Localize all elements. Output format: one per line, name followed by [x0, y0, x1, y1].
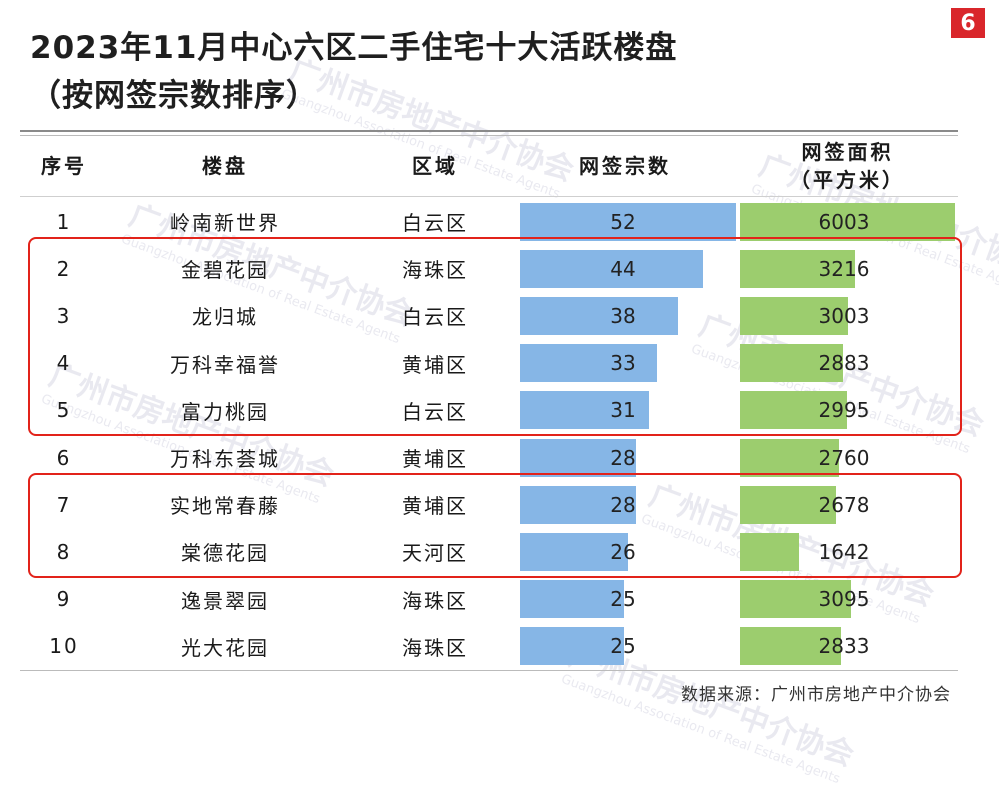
- rank-cell: 7: [56, 492, 72, 517]
- project-name-cell: 万科东荟城: [170, 447, 280, 471]
- area-value: 2678: [818, 492, 870, 517]
- area-value: 2995: [818, 398, 870, 423]
- count-value: 25: [610, 634, 636, 659]
- rank-cell: 6: [56, 445, 72, 470]
- count-bar: [520, 249, 703, 288]
- area-value: 3003: [818, 303, 870, 328]
- chart-subtitle: （按网签宗数排序）: [30, 78, 318, 114]
- count-value: 25: [610, 587, 636, 612]
- area-bar: [740, 296, 848, 335]
- column-header: 楼盘: [202, 154, 248, 178]
- district-cell: 海珠区: [402, 588, 468, 613]
- project-name-cell: 岭南新世界: [170, 211, 280, 235]
- count-value: 52: [610, 209, 636, 234]
- header-divider: [20, 196, 958, 197]
- area-value: 6003: [818, 209, 870, 234]
- area-value: 2833: [818, 634, 870, 659]
- highlight-box: [28, 237, 962, 436]
- rank-cell: 9: [56, 587, 72, 612]
- count-value: 28: [610, 492, 636, 517]
- area-bar: [740, 532, 799, 571]
- rank-cell: 4: [56, 351, 72, 376]
- count-bar: [520, 580, 624, 619]
- count-value: 26: [610, 539, 636, 564]
- project-name-cell: 实地常春藤: [170, 494, 280, 519]
- count-value: 28: [610, 445, 636, 470]
- count-bar: [520, 296, 678, 335]
- column-header: 区域: [412, 154, 458, 178]
- highlight-box: [28, 473, 962, 578]
- rank-cell: 2: [56, 256, 72, 281]
- area-bar: [740, 580, 851, 619]
- page-number-badge: 6: [951, 8, 985, 38]
- rank-cell: 3: [56, 303, 72, 328]
- chart-title: 2023年11月中心六区二手住宅十大活跃楼盘: [30, 30, 678, 66]
- area-value: 2760: [818, 445, 870, 470]
- district-cell: 海珠区: [402, 258, 468, 283]
- count-bar: [520, 485, 637, 524]
- table-top-rule: [20, 130, 958, 132]
- column-header: 序号: [41, 154, 87, 178]
- area-value: 3216: [818, 256, 870, 281]
- area-bar: [740, 344, 844, 383]
- project-name-cell: 光大花园: [181, 635, 269, 660]
- area-bar: [740, 627, 842, 666]
- project-name-cell: 龙归城: [192, 305, 258, 330]
- area-value: 3095: [818, 587, 870, 612]
- district-cell: 白云区: [402, 305, 468, 330]
- area-bar: [740, 485, 836, 524]
- project-name-cell: 金碧花园: [181, 258, 269, 283]
- count-bar: [520, 532, 628, 571]
- area-value: 2883: [818, 351, 870, 376]
- rank-cell: 8: [56, 539, 72, 564]
- area-bar: [740, 391, 848, 430]
- area-bar: [740, 438, 839, 477]
- district-cell: 黄埔区: [402, 494, 468, 519]
- project-name-cell: 棠德花园: [181, 541, 269, 566]
- rank-cell: 1: [56, 209, 72, 234]
- area-bar: [740, 202, 955, 241]
- count-value: 44: [610, 256, 636, 281]
- district-cell: 黄埔区: [402, 352, 468, 377]
- column-header: 网签宗数: [579, 154, 671, 178]
- count-bar: [520, 344, 658, 383]
- district-cell: 天河区: [402, 541, 468, 566]
- count-bar: [520, 391, 649, 430]
- count-value: 31: [610, 398, 636, 423]
- project-name-cell: 富力桃园: [181, 399, 269, 424]
- rank-cell: 5: [56, 398, 72, 423]
- district-cell: 白云区: [402, 399, 468, 424]
- area-value: 1642: [818, 539, 870, 564]
- table-bottom-rule: [20, 670, 958, 671]
- district-cell: 白云区: [402, 211, 468, 235]
- count-bar: [520, 202, 736, 241]
- count-value: 38: [610, 303, 636, 328]
- area-bar: [740, 249, 856, 288]
- project-name-cell: 万科幸福誉: [170, 352, 280, 377]
- count-value: 33: [610, 351, 636, 376]
- district-cell: 海珠区: [402, 635, 468, 660]
- count-bar: [520, 438, 637, 477]
- count-bar: [520, 627, 624, 666]
- rank-cell: 10: [49, 634, 79, 659]
- table-top-subrule: [20, 135, 958, 136]
- data-source: 数据来源：广州市房地产中介协会: [681, 685, 951, 705]
- district-cell: 黄埔区: [402, 447, 468, 471]
- column-header: 网签面积 （平方米）: [790, 140, 905, 192]
- project-name-cell: 逸景翠园: [181, 588, 269, 613]
